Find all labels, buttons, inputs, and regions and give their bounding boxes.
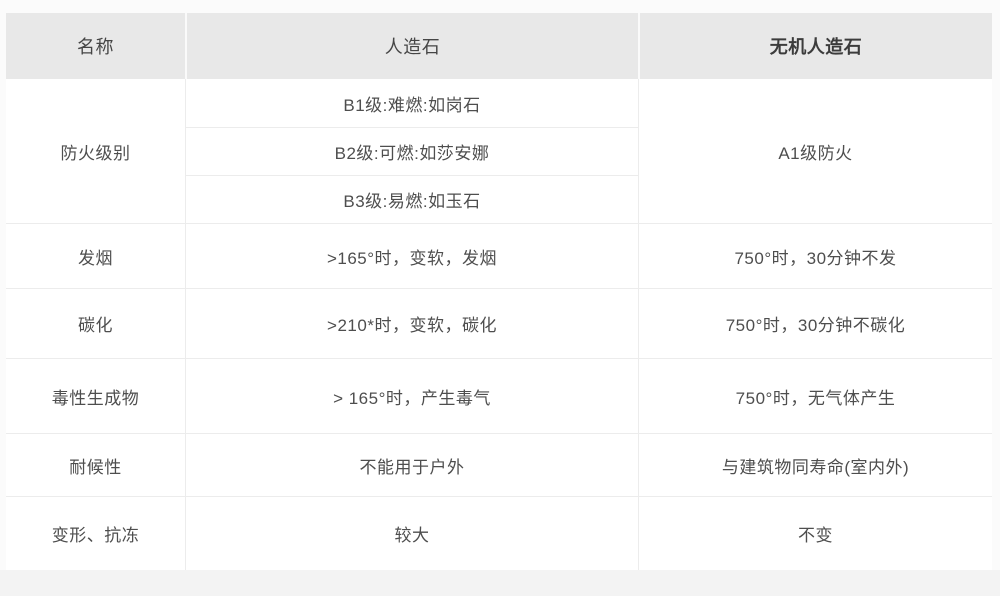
cell-deformation-artificial: 较大 <box>185 496 638 570</box>
cell-smoke-inorganic: 750°时，30分钟不发 <box>638 223 992 288</box>
cell-weather-artificial: 不能用于户外 <box>185 433 638 496</box>
row-label-smoke: 发烟 <box>6 223 185 288</box>
cell-weather-inorganic: 与建筑物同寿命(室内外) <box>638 433 992 496</box>
header-cell-inorganic-artificial-stone: 无机人造石 <box>638 13 992 79</box>
row-label-toxic-products: 毒性生成物 <box>6 358 185 433</box>
cell-toxic-inorganic: 750°时，无气体产生 <box>638 358 992 433</box>
cell-fire-rating-b3: B3级:易燃:如玉石 <box>185 175 638 223</box>
cell-fire-rating-inorganic: A1级防火 <box>638 79 992 223</box>
row-label-carbonization: 碳化 <box>6 288 185 358</box>
cell-fire-rating-b1: B1级:难燃:如岗石 <box>185 79 638 127</box>
header-cell-artificial-stone: 人造石 <box>185 13 638 79</box>
row-label-weather-resistance: 耐候性 <box>6 433 185 496</box>
row-label-fire-rating: 防火级别 <box>60 143 131 163</box>
cell-toxic-artificial: > 165°时，产生毒气 <box>185 358 638 433</box>
page-bottom-strip <box>0 570 1000 596</box>
cell-carbonization-artificial: >210*时，变软，碳化 <box>185 288 638 358</box>
row-label-deformation-frost: 变形、抗冻 <box>6 496 185 570</box>
comparison-table: 名称 人造石 无机人造石 防火级别 B1级:难燃:如岗石 B2级:可燃:如莎安娜… <box>6 13 992 570</box>
cell-smoke-artificial: >165°时，变软，发烟 <box>185 223 638 288</box>
cell-carbonization-inorganic: 750°时，30分钟不碳化 <box>638 288 992 358</box>
cell-deformation-inorganic: 不变 <box>638 496 992 570</box>
cell-fire-rating-b2: B2级:可燃:如莎安娜 <box>185 127 638 175</box>
header-cell-name: 名称 <box>6 13 185 79</box>
